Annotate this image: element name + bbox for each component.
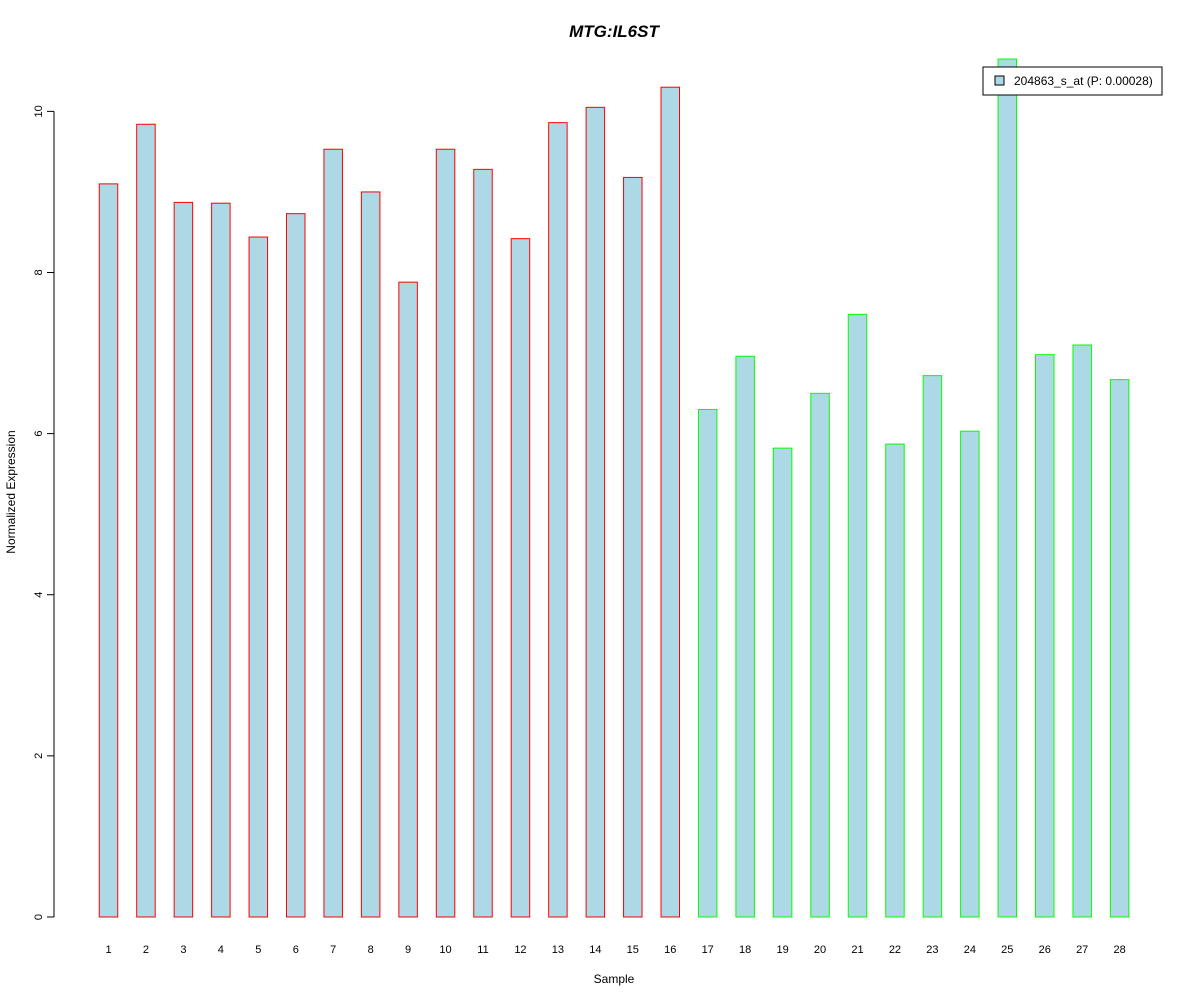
y-tick-label: 8	[33, 269, 45, 275]
bar-sample-24	[960, 430, 980, 918]
legend-entry: 204863_s_at (P: 0.00028)	[1014, 74, 1153, 88]
x-tick-label: 26	[1039, 944, 1051, 956]
x-tick-label: 9	[405, 944, 411, 956]
x-tick-label: 13	[552, 944, 564, 956]
x-tick-label: 19	[776, 944, 788, 956]
x-tick-label: 2	[143, 944, 149, 956]
bar-sample-23	[922, 375, 943, 918]
bar-sample-5	[248, 236, 269, 918]
y-axis: 0 2 4 6 8 10	[33, 105, 55, 920]
x-tick-label: 11	[477, 944, 488, 956]
x-tick-label: 28	[1114, 944, 1126, 956]
x-tick-label: 18	[739, 944, 751, 956]
x-tick-label: 4	[218, 944, 224, 956]
x-tick-label: 5	[255, 944, 261, 956]
bar-sample-16	[660, 86, 680, 918]
x-tick-label: 12	[514, 944, 526, 956]
x-tick-labels: 1 2 3 4 5 6 7 8 9 10 11 12 13 14 15 16 17 18 19 20 21 22 23 24 2…	[105, 944, 1125, 956]
y-tick-label: 6	[33, 431, 45, 437]
bar-sample-13	[548, 122, 568, 918]
x-tick-label: 10	[439, 944, 451, 956]
legend-box	[982, 66, 1163, 96]
bar-sample-2	[136, 123, 156, 918]
x-tick-label: 27	[1076, 944, 1088, 956]
x-tick-label: 23	[926, 944, 938, 956]
x-tick-label: 14	[589, 944, 601, 956]
chart-title: MTG:IL6ST	[569, 22, 660, 41]
bar-sample-17	[697, 408, 718, 918]
bar-sample-26	[1035, 354, 1055, 918]
x-tick-label: 15	[627, 944, 639, 956]
bar-sample-4	[211, 202, 231, 918]
bar-sample-8	[360, 191, 381, 918]
bar-sample-12	[510, 238, 531, 918]
x-tick-label: 20	[814, 944, 826, 956]
bar-sample-10	[435, 148, 456, 918]
y-tick-label: 0	[33, 914, 45, 920]
legend-swatch	[994, 75, 1005, 86]
x-tick-label: 24	[964, 944, 976, 956]
x-tick-label: 6	[293, 944, 299, 956]
y-tick-label: 2	[33, 753, 45, 759]
x-tick-label: 1	[105, 944, 111, 956]
bar-sample-25	[997, 58, 1018, 918]
x-tick-label: 8	[368, 944, 374, 956]
y-axis-label: Normalized Expression	[4, 430, 18, 553]
bar-sample-1	[98, 183, 119, 918]
bar-sample-21	[847, 313, 868, 918]
bar-sample-22	[885, 443, 905, 918]
bar-sample-15	[623, 176, 643, 918]
x-tick-label: 21	[851, 944, 863, 956]
bar-sample-19	[772, 447, 793, 918]
x-tick-label: 22	[889, 944, 901, 956]
bar-sample-9	[398, 281, 418, 918]
bar-sample-11	[473, 168, 493, 918]
bar-sample-7	[323, 148, 343, 918]
bar-sample-18	[735, 355, 755, 918]
x-tick-label: 7	[330, 944, 336, 956]
legend: 204863_s_at (P: 0.00028)	[982, 66, 1163, 96]
x-tick-label: 25	[1001, 944, 1013, 956]
bar-sample-3	[173, 201, 194, 918]
x-tick-label: 16	[664, 944, 676, 956]
x-axis-label: Sample	[594, 972, 635, 986]
bar-sample-27	[1072, 344, 1092, 918]
x-tick-label: 17	[702, 944, 714, 956]
bars	[98, 58, 1130, 918]
y-tick-label: 10	[33, 105, 45, 117]
bar-sample-14	[585, 106, 606, 918]
bar-sample-6	[286, 213, 306, 918]
bar-sample-28	[1109, 379, 1130, 918]
bar-sample-20	[810, 392, 830, 918]
x-tick-label: 3	[180, 944, 186, 956]
y-tick-label: 4	[33, 592, 45, 598]
